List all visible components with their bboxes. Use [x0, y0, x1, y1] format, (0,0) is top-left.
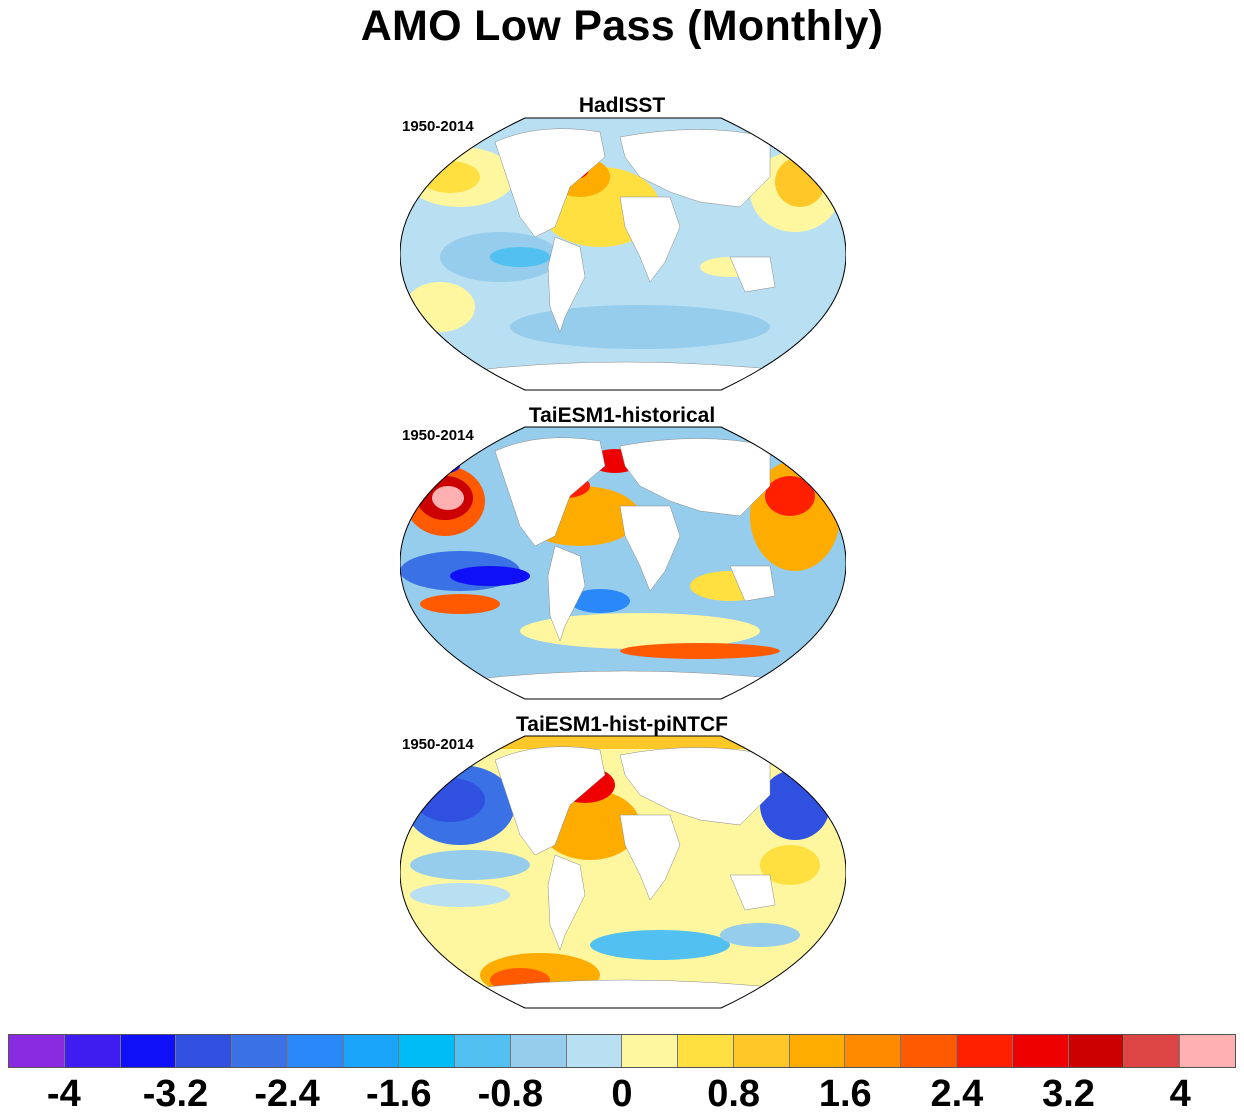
colorbar-tick-label: 0.8 — [707, 1073, 761, 1115]
panel-title-taiesm1-hist-pintcf: TaiESM1-hist-piNTCF — [516, 713, 728, 736]
panel-title-hadisst: HadISST — [578, 94, 666, 117]
colorbar-tick-label: 0 — [611, 1073, 633, 1115]
colorbar-tick-label: -3.2 — [142, 1073, 209, 1115]
colorbar-swatch — [1068, 1035, 1125, 1067]
colorbar-tick-label: 1.6 — [818, 1073, 872, 1115]
colorbar — [8, 1034, 1236, 1068]
colorbar-tick-label: 2.4 — [930, 1073, 984, 1115]
colorbar-swatch — [64, 1035, 121, 1067]
colorbar-swatch — [1012, 1035, 1069, 1067]
panel-title-taiesm1-historical: TaiESM1-historical — [528, 404, 716, 427]
panel-period-taiesm1-historical: 1950-2014 — [402, 427, 474, 444]
colorbar-swatch — [733, 1035, 790, 1067]
colorbar-swatch — [957, 1035, 1013, 1067]
sst-map-taiesm1-historical — [400, 426, 846, 700]
colorbar-swatch — [176, 1035, 233, 1067]
colorbar-swatch — [789, 1035, 846, 1067]
colorbar-swatch — [845, 1035, 902, 1067]
colorbar-swatch — [399, 1035, 456, 1067]
colorbar-tick-label: -2.4 — [254, 1073, 320, 1115]
colorbar-tick-label: -1.6 — [365, 1073, 432, 1115]
sst-map-taiesm1-hist-pintcf — [400, 735, 846, 1009]
colorbar-tick-label: -4 — [46, 1073, 81, 1115]
colorbar-swatch — [9, 1035, 65, 1067]
colorbar-swatch — [901, 1035, 958, 1067]
colorbar-tick-label: -0.8 — [477, 1073, 544, 1115]
colorbar-swatch — [343, 1035, 400, 1067]
panel-period-taiesm1-hist-pintcf: 1950-2014 — [402, 736, 474, 753]
colorbar-swatch — [566, 1035, 623, 1067]
colorbar-swatch — [1124, 1035, 1181, 1067]
colorbar-swatch — [1180, 1035, 1235, 1067]
colorbar-swatch — [455, 1035, 511, 1067]
colorbar-swatch — [510, 1035, 567, 1067]
colorbar-swatch — [678, 1035, 734, 1067]
panel-period-hadisst: 1950-2014 — [402, 118, 474, 135]
colorbar-swatch — [232, 1035, 288, 1067]
main-title: AMO Low Pass (Monthly) — [360, 2, 884, 50]
colorbar-tick-label: 3.2 — [1042, 1073, 1095, 1115]
colorbar-swatch — [120, 1035, 177, 1067]
colorbar-tick-label: 4 — [1169, 1073, 1191, 1115]
colorbar-swatch — [287, 1035, 344, 1067]
colorbar-swatch — [622, 1035, 679, 1067]
sst-map-hadisst — [400, 117, 846, 391]
